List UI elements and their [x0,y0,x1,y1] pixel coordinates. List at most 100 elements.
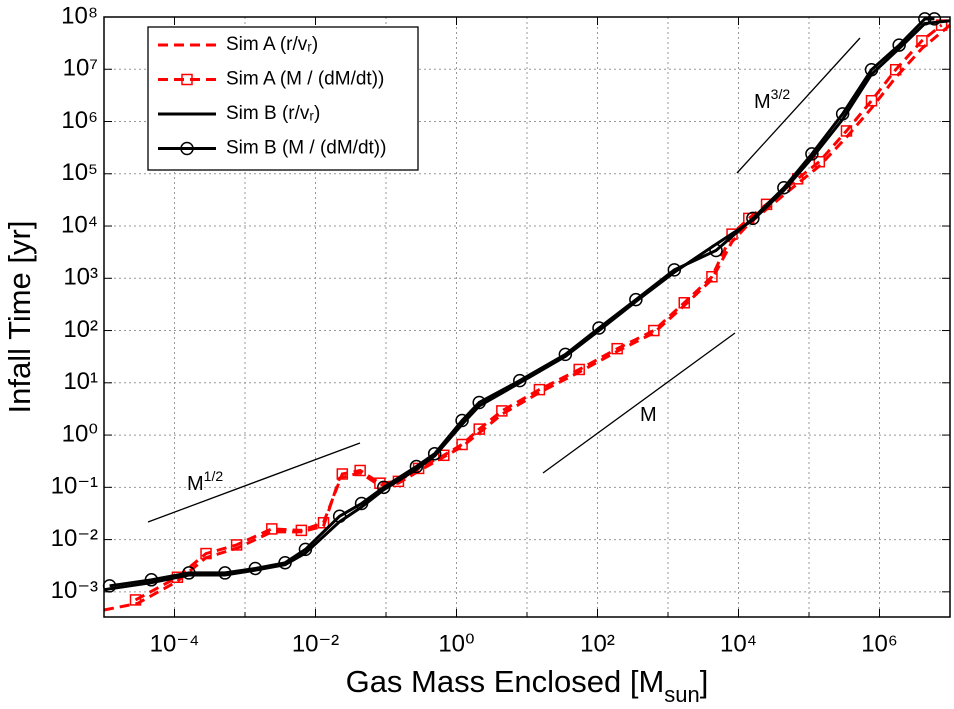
y-tick-label: 10⁻³ [51,577,98,604]
marker [918,12,932,26]
marker [678,297,690,309]
marker [892,38,906,52]
marker [916,35,928,47]
marker [354,464,366,477]
legend-label: Sim B (r/vᵣ) [226,103,320,124]
marker [927,12,942,26]
y-tick-label: 10⁻¹ [51,473,98,500]
marker [611,342,623,355]
marker [592,321,606,335]
slope-line [736,37,861,174]
legend-label: Sim A (M / (dM/dt)) [226,69,384,90]
marker [533,383,546,396]
marker [472,395,486,410]
marker [266,523,278,535]
y-tick-label: 10² [63,316,98,343]
marker [889,63,902,76]
marker [181,73,193,86]
x-tick-label: 10⁰ [438,630,474,657]
annotation-sup: 3/2 [771,86,791,102]
marker [200,547,212,560]
slope-line [147,442,361,523]
series-layer [102,12,951,612]
y-tick-label: 10¹ [63,368,98,395]
marker [298,542,313,557]
marker [629,292,643,307]
annotation: M [640,404,657,426]
y-tick-label: 10⁶ [61,107,98,134]
marker [129,594,142,606]
marker [438,449,450,462]
marker [573,363,585,376]
marker [248,561,263,576]
grid [104,16,950,617]
marker [278,556,292,570]
marker [144,573,159,587]
y-tick-label: 10⁴ [61,211,98,238]
marker [813,155,826,168]
marker [746,211,760,226]
marker [496,405,508,417]
marker [864,62,879,77]
marker [336,468,349,480]
x-tick-label: 10² [580,630,615,657]
marker [473,423,485,435]
marker [230,539,243,551]
marker [456,438,468,451]
y-tick-label: 10⁵ [61,159,98,186]
marker [295,524,308,537]
x-tick-label: 10⁶ [861,630,898,657]
marker [835,107,850,121]
x-tick-label: 10⁻² [292,630,339,657]
slope-line [542,332,736,474]
marker [427,446,442,461]
marker [706,271,718,283]
marker [709,243,723,258]
marker [667,263,682,277]
y-tick-label: 10⁰ [62,420,98,447]
legend-label: Sim B (M / (dM/dt)) [226,138,386,159]
marker [218,566,232,580]
x-tick-label: 10⁴ [720,630,757,657]
x-axis-label: Gas Mass Enclosed [Msun] [346,664,709,707]
marker [558,347,573,362]
marker [648,324,660,337]
marker [374,477,386,489]
legend-label: Sim A (r/vᵣ) [226,34,318,55]
reference-lines: M1/2 M M3/2 [147,37,861,523]
x-label-text: Gas Mass Enclosed [M [346,664,665,699]
annotation: M1/2 [187,468,223,496]
y-tick-label: 10⁸ [61,2,98,29]
marker [865,94,878,107]
annotation-text: M [187,473,204,495]
series-line [103,23,951,612]
x-label-sub: sun [664,682,699,707]
y-tick-label: 10³ [63,264,98,291]
x-tick-label: 10⁻⁴ [150,630,200,657]
marker [317,516,330,529]
marker [354,496,369,511]
series-line [103,19,951,592]
annotation-text: M [754,91,771,113]
annotation-text: M [640,404,657,426]
marker [332,509,347,523]
legend: Sim A (r/vᵣ) Sim A (M / (dM/dt)) Sim B (r/… [147,26,419,171]
annotation: M3/2 [754,86,790,114]
marker [182,566,196,580]
marker [409,459,424,474]
series-line [134,23,943,602]
marker [777,181,791,195]
marker [513,373,527,388]
ticks: 10⁻³ 10⁻² 10⁻¹ 10⁰ 10¹ 10² 10³ 10⁴ 10⁵ 10⁶ 10⁷ 10⁸ 1… [51,2,950,657]
y-axis-label: Infall Time [yr] [2,221,37,414]
marker [840,125,853,137]
marker [377,480,391,495]
series-line [109,17,935,588]
x-label-tail: ] [700,664,709,699]
annotation-sup: 1/2 [204,468,224,484]
marker [760,198,773,211]
y-tick-label: 10⁷ [63,55,98,82]
marker [180,141,194,156]
marker [805,147,819,161]
